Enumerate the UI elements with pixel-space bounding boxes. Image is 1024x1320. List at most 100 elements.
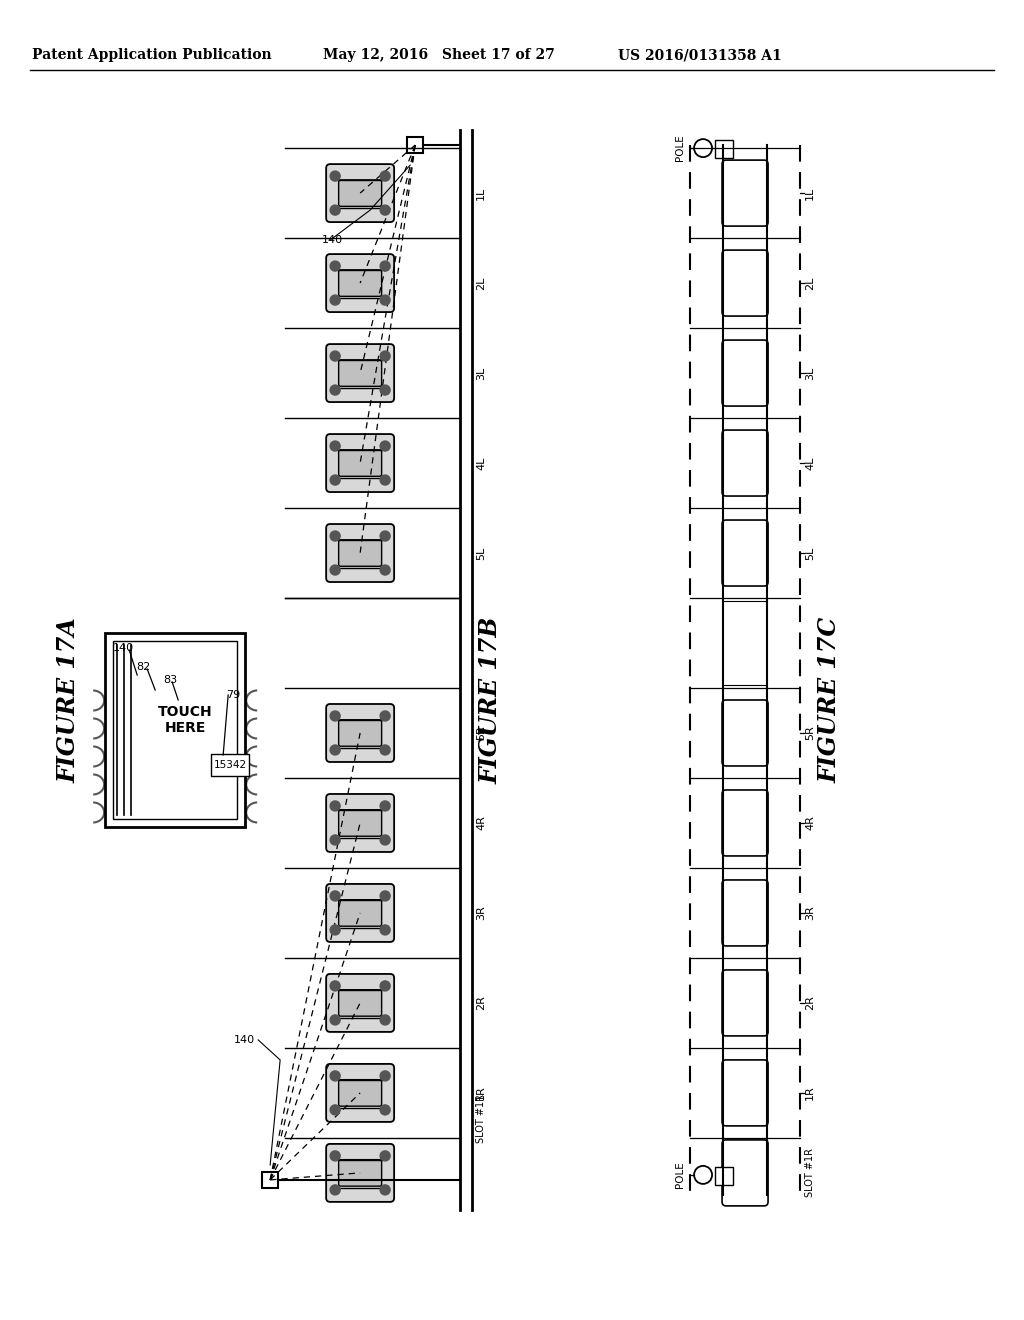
Text: 4L: 4L	[476, 457, 486, 470]
Text: Sheet 17 of 27: Sheet 17 of 27	[441, 48, 554, 62]
FancyBboxPatch shape	[327, 704, 394, 762]
Text: 2L: 2L	[476, 276, 486, 290]
Circle shape	[380, 801, 390, 810]
Text: US 2016/0131358 A1: US 2016/0131358 A1	[618, 48, 782, 62]
FancyBboxPatch shape	[339, 719, 382, 746]
Circle shape	[380, 981, 390, 991]
Circle shape	[380, 441, 390, 451]
Text: 2L: 2L	[805, 276, 815, 290]
Circle shape	[380, 1015, 390, 1024]
Circle shape	[330, 744, 340, 755]
Circle shape	[330, 925, 340, 935]
Bar	[715, 1167, 733, 1185]
Text: 2R: 2R	[476, 995, 486, 1010]
Circle shape	[330, 351, 340, 362]
Text: 5L: 5L	[805, 546, 815, 560]
Circle shape	[380, 1105, 390, 1115]
Circle shape	[330, 261, 340, 271]
Circle shape	[330, 891, 340, 902]
Circle shape	[330, 296, 340, 305]
Text: May 12, 2016: May 12, 2016	[323, 48, 428, 62]
Circle shape	[380, 925, 390, 935]
Bar	[114, 640, 238, 820]
Text: 1L: 1L	[805, 186, 815, 199]
FancyBboxPatch shape	[339, 809, 382, 836]
Circle shape	[380, 565, 390, 576]
Circle shape	[380, 205, 390, 215]
Circle shape	[380, 296, 390, 305]
FancyBboxPatch shape	[339, 540, 382, 566]
Text: SLOT #1R: SLOT #1R	[476, 1094, 486, 1143]
Text: 79: 79	[226, 690, 241, 700]
FancyBboxPatch shape	[327, 253, 394, 312]
FancyBboxPatch shape	[327, 345, 394, 403]
Text: 4R: 4R	[476, 816, 486, 830]
Text: 140: 140	[323, 235, 343, 246]
Text: 3R: 3R	[476, 906, 486, 920]
Circle shape	[330, 1015, 340, 1024]
Circle shape	[380, 744, 390, 755]
Circle shape	[380, 475, 390, 484]
Text: FIGURE 17B: FIGURE 17B	[478, 616, 502, 784]
Text: 1R: 1R	[476, 1085, 486, 1101]
Circle shape	[330, 836, 340, 845]
Circle shape	[380, 1071, 390, 1081]
Text: 5L: 5L	[476, 546, 486, 560]
Text: 83: 83	[163, 675, 177, 685]
FancyBboxPatch shape	[339, 180, 382, 206]
Circle shape	[330, 1105, 340, 1115]
Text: 140: 140	[234, 1035, 255, 1045]
Text: 3L: 3L	[476, 367, 486, 380]
FancyBboxPatch shape	[339, 900, 382, 927]
Circle shape	[380, 1185, 390, 1195]
Text: 1L: 1L	[476, 186, 486, 199]
Circle shape	[330, 531, 340, 541]
FancyBboxPatch shape	[339, 269, 382, 296]
Text: POLE: POLE	[675, 1162, 685, 1188]
Circle shape	[330, 205, 340, 215]
Circle shape	[330, 172, 340, 181]
FancyBboxPatch shape	[327, 793, 394, 851]
Text: 5R: 5R	[805, 726, 815, 741]
Circle shape	[330, 441, 340, 451]
Text: 5R: 5R	[476, 726, 486, 741]
Circle shape	[330, 475, 340, 484]
Circle shape	[380, 836, 390, 845]
Circle shape	[380, 351, 390, 362]
Text: SLOT #1R: SLOT #1R	[805, 1148, 815, 1197]
Text: 1R: 1R	[805, 1085, 815, 1101]
Circle shape	[330, 1185, 340, 1195]
Text: 4R: 4R	[805, 816, 815, 830]
FancyBboxPatch shape	[327, 434, 394, 492]
Circle shape	[330, 1071, 340, 1081]
Text: 2R: 2R	[805, 995, 815, 1010]
FancyBboxPatch shape	[327, 974, 394, 1032]
Circle shape	[330, 385, 340, 395]
FancyBboxPatch shape	[327, 164, 394, 222]
Text: FIGURE 17A: FIGURE 17A	[56, 618, 80, 783]
Circle shape	[330, 801, 340, 810]
Circle shape	[380, 711, 390, 721]
FancyBboxPatch shape	[327, 1064, 394, 1122]
FancyBboxPatch shape	[327, 524, 394, 582]
Bar	[408, 137, 423, 153]
Circle shape	[380, 531, 390, 541]
Circle shape	[380, 1151, 390, 1160]
FancyBboxPatch shape	[327, 1144, 394, 1203]
FancyBboxPatch shape	[327, 884, 394, 942]
Text: 4L: 4L	[805, 457, 815, 470]
FancyBboxPatch shape	[339, 1160, 382, 1187]
Text: 15342: 15342	[214, 760, 247, 770]
Text: Patent Application Publication: Patent Application Publication	[33, 48, 272, 62]
Text: 3L: 3L	[805, 367, 815, 380]
Bar	[211, 754, 249, 776]
Text: 3R: 3R	[805, 906, 815, 920]
Circle shape	[380, 385, 390, 395]
FancyBboxPatch shape	[339, 360, 382, 387]
Bar	[715, 140, 733, 158]
Text: 82: 82	[136, 663, 151, 672]
FancyBboxPatch shape	[339, 990, 382, 1016]
FancyBboxPatch shape	[339, 450, 382, 477]
Circle shape	[330, 1151, 340, 1160]
Circle shape	[380, 172, 390, 181]
